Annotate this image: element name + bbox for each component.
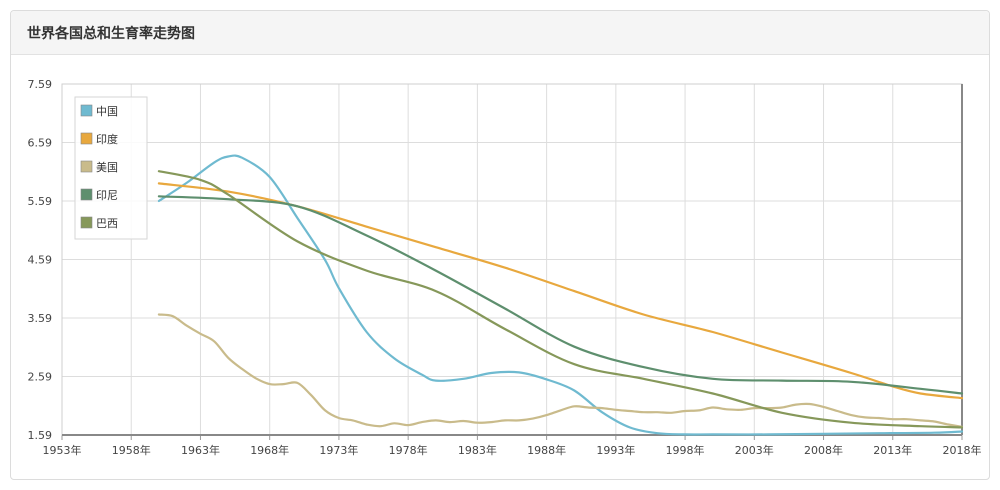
y-tick-label: 1.59 <box>28 429 53 442</box>
legend-label: 印度 <box>96 132 118 146</box>
x-tick-label: 1978年 <box>389 443 428 457</box>
legend-label: 印尼 <box>96 189 118 202</box>
x-tick-label: 1968年 <box>250 443 289 457</box>
legend-swatch <box>80 188 93 201</box>
y-tick-label: 7.59 <box>28 78 53 91</box>
x-tick-label: 1988年 <box>527 443 566 457</box>
legend-swatch <box>80 104 93 117</box>
y-tick-label: 4.59 <box>28 254 53 267</box>
y-tick-label: 3.59 <box>28 312 53 325</box>
legend-label: 巴西 <box>96 217 118 230</box>
y-tick-label: 5.59 <box>28 195 53 208</box>
panel-title: 世界各国总和生育率走势图 <box>27 25 195 42</box>
legend-swatch <box>80 160 93 173</box>
x-tick-label: 1983年 <box>458 443 497 457</box>
x-tick-label: 1963年 <box>181 443 220 457</box>
y-tick-label: 2.59 <box>28 371 53 384</box>
x-tick-label: 2018年 <box>943 443 982 457</box>
x-tick-label: 1958年 <box>112 443 151 457</box>
series-line-2 <box>157 313 964 428</box>
x-tick-label: 2003年 <box>735 443 774 457</box>
legend-swatch <box>80 132 93 145</box>
x-tick-label: 1998年 <box>666 443 705 457</box>
x-tick-label: 1973年 <box>319 443 358 457</box>
legend-label: 中国 <box>96 105 118 118</box>
panel-header: 世界各国总和生育率走势图 <box>11 11 989 55</box>
y-tick-label: 6.59 <box>28 137 53 150</box>
legend-swatch <box>80 216 93 229</box>
series-line-3 <box>157 195 964 395</box>
x-tick-label: 1993年 <box>596 443 635 457</box>
legend-label: 美国 <box>96 161 118 174</box>
x-tick-label: 2008年 <box>804 443 843 457</box>
x-tick-label: 1953年 <box>43 443 82 457</box>
x-tick-label: 2013年 <box>873 443 912 457</box>
series-line-4 <box>157 170 964 429</box>
series-line-0 <box>157 154 964 436</box>
